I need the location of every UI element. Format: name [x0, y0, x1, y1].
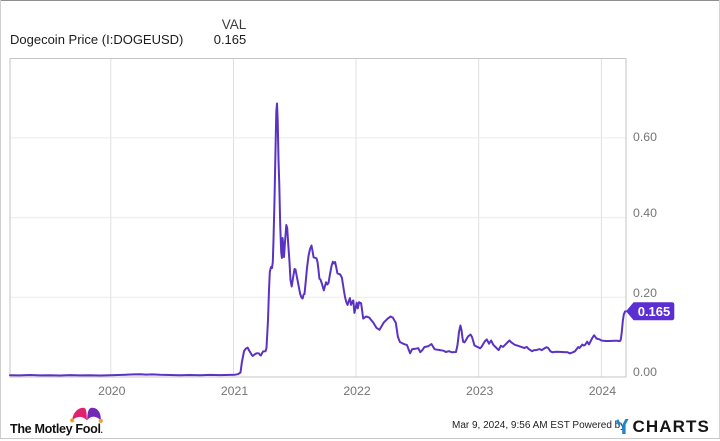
- svg-text:0.165: 0.165: [638, 304, 671, 319]
